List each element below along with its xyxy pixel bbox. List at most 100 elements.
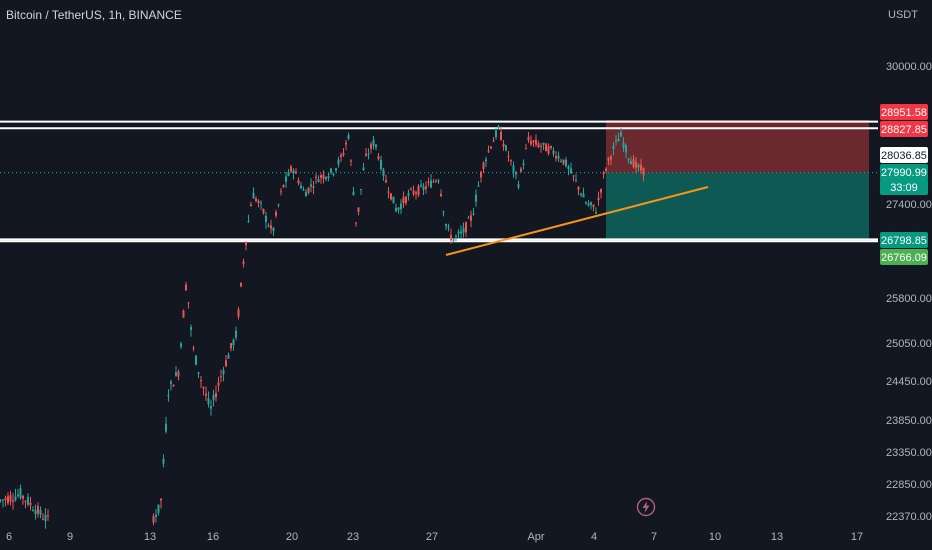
- time-axis[interactable]: 6 9 13 16 20 23 27 Apr 4 7 10 13 17: [6, 531, 863, 543]
- candle-body: [170, 381, 172, 384]
- candle-body: [550, 145, 552, 148]
- candle-body: [382, 169, 385, 177]
- candle-body: [357, 207, 360, 212]
- candle-body: [255, 198, 257, 202]
- currency-label: USDT: [888, 9, 918, 21]
- candle-body: [327, 175, 330, 178]
- candle-body: [312, 186, 315, 188]
- candle-body: [525, 148, 527, 150]
- candle-body: [512, 165, 515, 172]
- candle-body: [330, 168, 332, 173]
- candle-body: [190, 326, 192, 331]
- price-axis[interactable]: USDT 30000.00 27400.00 25800.00 25050.00 2445…: [886, 9, 932, 523]
- candle-body: [200, 380, 202, 382]
- candle-body: [307, 187, 310, 193]
- candle-body: [437, 180, 440, 182]
- candle-body: [425, 186, 427, 189]
- candle-body: [157, 504, 160, 513]
- candle-body: [575, 179, 577, 181]
- candle-body: [7, 496, 9, 504]
- time-tick-label: 4: [591, 531, 597, 543]
- price-tick-label: 23350.00: [886, 447, 932, 459]
- candle-body: [160, 498, 162, 501]
- candle-body: [202, 387, 205, 389]
- candle-body: [445, 224, 447, 227]
- candle-body: [592, 204, 595, 208]
- candle-body: [310, 184, 312, 187]
- candle-body: [500, 131, 502, 141]
- price-tag-label: 28827.85: [881, 124, 927, 136]
- candle-body: [335, 168, 337, 171]
- candle-body: [297, 180, 300, 184]
- candle-body: [360, 188, 362, 190]
- candle-body: [547, 146, 550, 154]
- candle-body: [362, 167, 365, 171]
- candle-body: [292, 170, 295, 174]
- candle-body: [607, 157, 610, 161]
- candle-body: [285, 176, 287, 182]
- candle-body: [432, 181, 435, 183]
- candle-body: [325, 177, 327, 180]
- candle-body: [240, 282, 242, 287]
- candle-body: [300, 185, 302, 189]
- candle-body: [502, 143, 505, 147]
- time-tick-label: 27: [426, 531, 438, 543]
- candle-body: [440, 193, 442, 197]
- candle-body: [175, 372, 177, 376]
- lightning-icon[interactable]: [636, 497, 656, 517]
- symbol-title[interactable]: Bitcoin / TetherUS, 1h, BINANCE: [6, 8, 182, 22]
- candle-body: [457, 231, 460, 234]
- candle-body: [402, 197, 405, 204]
- candle-body: [250, 204, 252, 207]
- candle-body: [24, 500, 27, 502]
- candle-body: [570, 168, 572, 174]
- candle-body: [167, 394, 170, 397]
- candle-body: [455, 235, 457, 237]
- candle-body: [400, 203, 402, 210]
- candle-body: [412, 190, 415, 195]
- candle-body: [510, 160, 512, 162]
- candle-body: [37, 506, 39, 514]
- candle-body: [522, 163, 525, 165]
- candle-body: [207, 398, 210, 405]
- take-profit-zone: [606, 172, 869, 240]
- candle-body: [532, 140, 535, 143]
- candle-body: [317, 179, 320, 183]
- candle-body: [320, 175, 322, 178]
- drawings[interactable]: [445, 186, 709, 256]
- candle-body: [265, 215, 267, 222]
- candle-body: [380, 159, 382, 170]
- candle-body: [385, 180, 387, 183]
- time-tick-label: 9: [67, 531, 73, 543]
- candle-body: [557, 155, 560, 159]
- price-tag-box: [880, 147, 928, 163]
- candle-body: [520, 168, 522, 172]
- candle-body: [515, 172, 517, 175]
- candle-body: [417, 186, 420, 196]
- candle-body: [395, 207, 397, 212]
- candle-body: [535, 139, 537, 145]
- candle-body: [12, 500, 14, 502]
- candle-body: [44, 514, 47, 521]
- candle-body: [350, 160, 352, 162]
- candle-body: [490, 146, 492, 149]
- candle-body: [620, 132, 622, 137]
- candle-body: [162, 458, 165, 464]
- candle-body: [447, 226, 450, 228]
- price-tick-label: 27400.00: [886, 199, 932, 211]
- candle-body: [530, 140, 532, 145]
- candle-body: [610, 156, 612, 160]
- candle-body: [290, 166, 292, 172]
- candle-body: [370, 144, 372, 149]
- horizontal-levels[interactable]: [0, 120, 878, 243]
- candle-body: [187, 302, 190, 304]
- candle-body: [625, 145, 627, 153]
- price-tag-label: 26798.85: [881, 235, 927, 247]
- candle-body: [227, 354, 230, 359]
- position-tool[interactable]: [606, 120, 869, 240]
- candle-body: [465, 222, 467, 233]
- candle-body: [367, 154, 370, 156]
- candle-body: [242, 261, 245, 264]
- candle-body: [47, 515, 49, 517]
